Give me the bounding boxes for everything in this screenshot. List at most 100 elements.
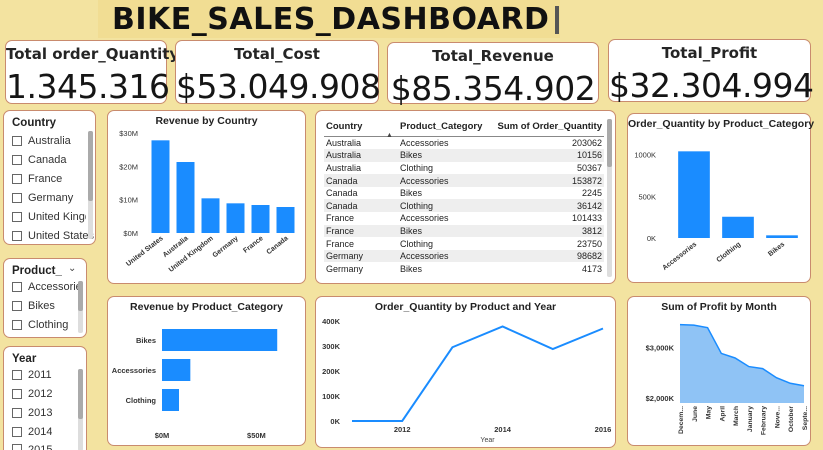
- slicer-item-label: United Kingdom: [28, 211, 86, 223]
- kpi-card-total-revenue[interactable]: Total_Revenue $85.354.902: [387, 42, 599, 108]
- slicer-item-australia[interactable]: Australia: [12, 135, 86, 147]
- checkbox[interactable]: [12, 212, 22, 222]
- slicer-item-2011[interactable]: 2011: [12, 369, 52, 381]
- table-row[interactable]: Australia Clothing 50367: [324, 162, 604, 175]
- checkbox[interactable]: [12, 155, 22, 165]
- table-row[interactable]: Canada Bikes 2245: [324, 187, 604, 200]
- x-tick-label: March: [733, 406, 740, 426]
- revenue-by-category-chart[interactable]: Revenue by Product_Category Bikes Accesso…: [107, 296, 306, 446]
- x-tick-label: October: [788, 406, 795, 432]
- slicer-item-label: 2013: [28, 407, 53, 419]
- bar: [251, 205, 270, 233]
- checkbox[interactable]: [12, 136, 22, 146]
- kpi-card-total-cost[interactable]: Total_Cost $53.049.908: [175, 40, 381, 106]
- country-slicer[interactable]: Country Australia Canada France Germany …: [3, 110, 96, 245]
- slicer-item-2014[interactable]: 2014: [12, 426, 52, 438]
- table-row[interactable]: Canada Clothing 36142: [324, 199, 604, 213]
- y-tick-label: 400K: [322, 317, 341, 326]
- table-row[interactable]: Australia Accessories 203062: [324, 137, 604, 150]
- table-row[interactable]: Canada Accessories 153872: [324, 174, 604, 187]
- checkbox[interactable]: [12, 370, 22, 380]
- table-row[interactable]: Germany Bikes 4173: [324, 262, 604, 275]
- kpi-card-total-profit[interactable]: Total_Profit $32.304.994: [608, 39, 814, 105]
- checkbox[interactable]: [12, 282, 22, 292]
- checkbox[interactable]: [12, 427, 22, 437]
- y-tick-label: $20M: [119, 162, 138, 171]
- table-row[interactable]: France Accessories 101433: [324, 212, 604, 225]
- revenue-by-country-chart[interactable]: Revenue by Country $0M $10M $20M $30M United…: [107, 110, 306, 284]
- slicer-item-united-states[interactable]: United States: [12, 230, 94, 242]
- slicer-item-2012[interactable]: 2012: [12, 388, 52, 400]
- order-qty-by-year-chart[interactable]: Order_Quantity by Product and Year 0K 100…: [315, 296, 616, 448]
- column-header-order-quantity[interactable]: Sum of Order_Quantity: [484, 119, 604, 137]
- scrollbar[interactable]: [78, 369, 83, 450]
- x-tick-label: United States: [125, 235, 165, 268]
- y-tick-label: 0K: [330, 417, 340, 426]
- cell-order-quantity: 10156: [484, 149, 604, 162]
- checkbox[interactable]: [12, 301, 22, 311]
- cell-country: Canada: [324, 199, 398, 213]
- chevron-down-icon[interactable]: ⌄: [68, 263, 77, 274]
- kpi-label: Total_Profit: [661, 44, 758, 62]
- y-tick-label: 200K: [322, 367, 341, 376]
- checkbox[interactable]: [12, 231, 22, 241]
- table-row[interactable]: France Bikes 3812: [324, 224, 604, 238]
- year-slicer[interactable]: Year 2011 2012 2013 2014 2015: [3, 346, 87, 450]
- slicer-item-united-kingdom[interactable]: United Kingdom: [12, 211, 86, 223]
- cell-product-category: Bikes: [400, 188, 423, 199]
- slicer-item-germany[interactable]: Germany: [12, 192, 86, 204]
- slicer-item-bikes[interactable]: Bikes: [12, 300, 78, 312]
- cell-order-quantity: 101433: [571, 213, 602, 224]
- cell-order-quantity: 23750: [576, 238, 602, 249]
- chart-title: Sum of Profit by Month: [661, 301, 777, 313]
- checkbox[interactable]: [12, 389, 22, 399]
- table-row[interactable]: Germany Accessories 98682: [324, 249, 604, 263]
- column-header-country[interactable]: Country: [324, 119, 398, 137]
- scrollbar[interactable]: [88, 131, 93, 239]
- checkbox[interactable]: [12, 174, 22, 184]
- x-tick-label: 2016: [595, 425, 612, 434]
- slicer-item-label: 2011: [28, 369, 52, 381]
- x-tick-label: 2014: [494, 425, 512, 434]
- checkbox[interactable]: [12, 320, 22, 330]
- cell-order-quantity: 153872: [484, 174, 604, 187]
- table-row[interactable]: Australia Bikes 10156: [324, 149, 604, 162]
- slicer-item-accessories[interactable]: Accessories: [12, 281, 78, 293]
- kpi-card-order-quantity[interactable]: Total order_Quantity 1.345.316: [5, 40, 179, 106]
- slicer-item-label: Canada: [28, 154, 67, 166]
- column-header-product-category[interactable]: Product_Category: [398, 119, 485, 137]
- table-row[interactable]: France Clothing 23750: [324, 237, 604, 250]
- checkbox[interactable]: [12, 444, 22, 450]
- scrollbar[interactable]: [607, 119, 612, 277]
- category-slicer[interactable]: Product_Category ⌄ Accessories Bikes Clo…: [3, 258, 87, 338]
- bar: [151, 140, 170, 233]
- order-qty-by-category-chart[interactable]: Order_Quantity by Product_Category 0K 500…: [627, 113, 814, 283]
- scrollbar[interactable]: [78, 281, 83, 333]
- y-tick-label: Clothing: [126, 396, 157, 405]
- cell-order-quantity: 4173: [581, 263, 602, 274]
- cell-product-category: Accessories: [400, 138, 449, 149]
- sort-arrow-icon[interactable]: ▲: [386, 132, 393, 139]
- x-tick-label: Canada: [265, 235, 289, 256]
- slicer-item-2013[interactable]: 2013: [12, 407, 52, 419]
- cell-product-category: Bikes: [400, 263, 423, 274]
- table-header-row: Country Product_Category Sum of Order_Qu…: [324, 119, 604, 137]
- slicer-item-france[interactable]: France: [12, 173, 86, 185]
- slicer-item-2015[interactable]: 2015: [12, 444, 52, 450]
- profit-by-month-chart[interactable]: Sum of Profit by Month $2,000K $3,000K Dec…: [627, 296, 811, 446]
- slicer-item-label: Australia: [28, 135, 71, 147]
- x-tick-label: May: [706, 406, 713, 419]
- slicer-item-clothing[interactable]: Clothing: [12, 319, 78, 331]
- checkbox[interactable]: [12, 193, 22, 203]
- slicer-item-canada[interactable]: Canada: [12, 154, 86, 166]
- checkbox[interactable]: [12, 408, 22, 418]
- order-quantity-table[interactable]: Country Product_Category Sum of Order_Qu…: [315, 110, 616, 284]
- slicer-item-label: 2015: [28, 444, 53, 450]
- kpi-value: $53.049.908: [176, 67, 381, 106]
- slicer-item-label: 2012: [28, 388, 53, 400]
- slicer-item-label: United States: [28, 230, 94, 242]
- series-line: [352, 325, 604, 422]
- cell-order-quantity: 98682: [484, 249, 604, 263]
- slicer-item-label: Germany: [28, 192, 74, 204]
- x-tick-label: Nove...: [774, 406, 781, 428]
